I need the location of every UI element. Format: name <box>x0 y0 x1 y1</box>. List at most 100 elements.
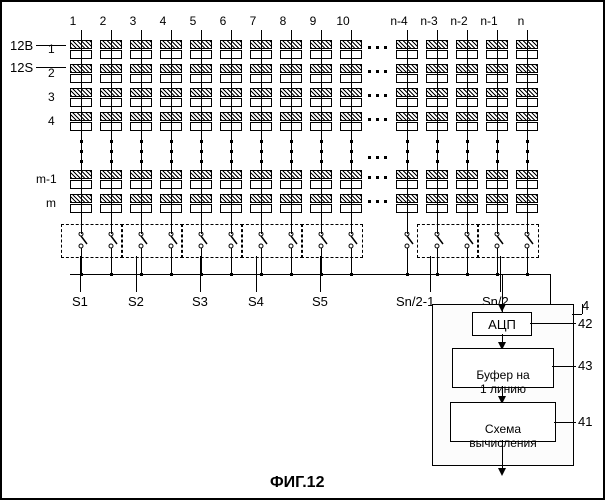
ellipsis-dot <box>260 150 263 153</box>
ellipsis-dot <box>200 150 203 153</box>
pixel-cell <box>486 88 510 108</box>
pixel-cell <box>190 88 214 108</box>
pixel-cell <box>220 88 244 108</box>
pixel-cell <box>486 112 510 132</box>
pixel-cell <box>250 170 274 190</box>
ellipsis-dot <box>376 200 379 203</box>
pixel-cell <box>486 64 510 84</box>
ellipsis-dot <box>200 160 203 163</box>
ellipsis-dot <box>436 150 439 153</box>
col-label: n <box>506 14 536 28</box>
ellipsis-dot <box>140 160 143 163</box>
pixel-cell <box>280 170 304 190</box>
pixel-cell <box>100 40 124 60</box>
ellipsis-dot <box>526 160 529 163</box>
ellipsis-dot <box>376 118 379 121</box>
pixel-cell <box>456 88 480 108</box>
switch-label: S3 <box>192 294 208 309</box>
calc-num-leader <box>554 422 576 423</box>
switch-group-s2 <box>121 224 183 258</box>
pixel-cell <box>100 88 124 108</box>
ellipsis-dot <box>526 140 529 143</box>
ellipsis-dot <box>406 140 409 143</box>
pixel-cell <box>486 170 510 190</box>
ellipsis-dot <box>320 150 323 153</box>
pixel-cell <box>160 170 184 190</box>
pixel-cell <box>486 194 510 214</box>
ellipsis-dot <box>368 156 371 159</box>
pixel-cell <box>160 88 184 108</box>
pixel-cell <box>160 64 184 84</box>
pixel-cell <box>456 194 480 214</box>
pixel-cell <box>70 40 94 60</box>
pixel-cell <box>396 64 420 84</box>
col-label: 4 <box>148 14 178 28</box>
pixel-cell <box>130 64 154 84</box>
pixel-cell <box>516 170 540 190</box>
ellipsis-dot <box>230 150 233 153</box>
pixel-cell <box>280 40 304 60</box>
pixel-cell <box>70 64 94 84</box>
pixel-cell <box>70 194 94 214</box>
pixel-cell <box>190 194 214 214</box>
pixel-cell <box>340 40 364 60</box>
pixel-cell <box>516 112 540 132</box>
proc-num-leader-v <box>582 304 583 314</box>
ellipsis-dot <box>290 140 293 143</box>
switch-group-sn21 <box>417 224 479 258</box>
ellipsis-dot <box>384 118 387 121</box>
pixel-cell <box>220 40 244 60</box>
pixel-cell <box>220 64 244 84</box>
pixel-cell <box>280 64 304 84</box>
pixel-cell <box>516 64 540 84</box>
pixel-cell <box>516 40 540 60</box>
horizontal-bus <box>70 274 550 275</box>
pixel-cell <box>426 40 450 60</box>
pixel-cell <box>100 194 124 214</box>
pixel-cell <box>456 64 480 84</box>
ellipsis-dot <box>368 46 371 49</box>
pixel-cell <box>396 194 420 214</box>
buffer-block: Буфер на 1 линию <box>452 348 554 388</box>
pixel-cell <box>160 194 184 214</box>
ellipsis-dot <box>290 160 293 163</box>
switch-group-s3 <box>181 224 243 258</box>
ellipsis-dot <box>436 140 439 143</box>
leader-12s <box>36 67 66 68</box>
pixel-cell <box>280 112 304 132</box>
pixel-cell <box>70 88 94 108</box>
col-label: 6 <box>208 14 238 28</box>
pixel-cell <box>190 170 214 190</box>
pixel-cell <box>456 40 480 60</box>
pixel-cell <box>426 170 450 190</box>
pixel-cell <box>250 40 274 60</box>
ellipsis-dot <box>376 46 379 49</box>
calc-label: Схема вычисления <box>451 417 555 455</box>
ellipsis-dot <box>80 160 83 163</box>
calc-num: 41 <box>578 414 592 429</box>
pixel-cell <box>340 194 364 214</box>
pixel-cell <box>130 112 154 132</box>
pixel-cell <box>130 40 154 60</box>
ellipsis-dot <box>384 94 387 97</box>
pixel-cell <box>70 112 94 132</box>
ellipsis-dot <box>368 94 371 97</box>
pixel-cell <box>250 194 274 214</box>
buffer-num: 43 <box>578 358 592 373</box>
pixel-cell <box>190 112 214 132</box>
pixel-cell <box>100 112 124 132</box>
pixel-cell <box>456 112 480 132</box>
pixel-cell <box>100 64 124 84</box>
col-label: 10 <box>328 14 358 28</box>
pixel-cell <box>310 88 334 108</box>
pixel-cell <box>70 170 94 190</box>
pixel-cell <box>310 170 334 190</box>
pixel-cell <box>456 170 480 190</box>
pixel-cell <box>310 64 334 84</box>
ellipsis-dot <box>170 150 173 153</box>
adc-label: АЦП <box>473 313 531 335</box>
ellipsis-dot <box>376 156 379 159</box>
pixel-cell <box>220 194 244 214</box>
pixel-cell <box>396 170 420 190</box>
ellipsis-dot <box>320 160 323 163</box>
